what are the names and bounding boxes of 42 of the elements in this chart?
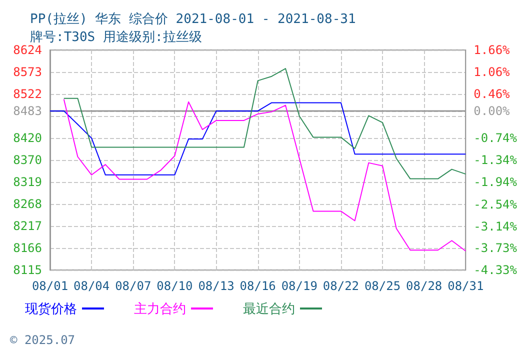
- y2-tick-label: -4.33%: [474, 263, 518, 277]
- chart-subtitle: 牌号:T30S 用途级别:拉丝级: [30, 30, 202, 45]
- y-tick-label: 8268: [13, 196, 42, 211]
- y-tick-label: 8420: [13, 131, 42, 146]
- x-tick-label: 08/04: [74, 279, 110, 293]
- legend-label: 现货价格: [25, 301, 77, 316]
- y2-tick-label: -1.94%: [474, 175, 518, 190]
- y2-tick-label: -0.74%: [474, 131, 518, 146]
- y2-tick-label: -3.73%: [474, 240, 518, 255]
- y-tick-label: 8217: [13, 218, 42, 233]
- y2-tick-label: -1.34%: [474, 153, 518, 168]
- line-series: [63, 98, 466, 252]
- chart-title: PP(拉丝) 华东 综合价 2021-08-01 - 2021-08-31: [30, 12, 356, 27]
- x-tick-label: 08/10: [156, 279, 193, 293]
- x-tick-label: 08/01: [32, 279, 68, 293]
- x-tick-label: 08/07: [115, 279, 152, 293]
- y2-tick-label: 1.66%: [474, 43, 511, 57]
- x-tick-label: 08/25: [364, 279, 401, 293]
- y2-tick-label: 0.00%: [474, 104, 511, 118]
- y-tick-label: 8319: [13, 174, 42, 189]
- y-tick-label: 8483: [13, 104, 42, 118]
- y2-tick-label: 0.46%: [474, 87, 511, 102]
- y-tick-label: 8573: [13, 65, 42, 80]
- y-tick-label: 8166: [13, 240, 42, 255]
- y-tick-label: 8370: [13, 152, 42, 167]
- y2-tick-label: -2.54%: [474, 197, 518, 212]
- line-series: [63, 68, 466, 180]
- x-tick-label: 08/31: [448, 279, 484, 293]
- y-tick-label: 8522: [13, 87, 42, 102]
- x-tick-label: 08/28: [406, 279, 442, 293]
- legend-label: 主力合约: [134, 301, 186, 316]
- text: © 2025.07: [10, 333, 76, 347]
- y-tick-label: 8624: [13, 43, 42, 57]
- x-tick-label: 08/22: [322, 279, 360, 293]
- y2-tick-label: -3.14%: [474, 219, 518, 234]
- x-tick-label: 08/19: [281, 279, 318, 293]
- legend-label: 最近合约: [243, 301, 295, 316]
- x-tick-label: 08/16: [240, 279, 276, 293]
- y-tick-label: 8115: [13, 263, 42, 277]
- line-series: [50, 102, 466, 176]
- y2-tick-label: 1.06%: [474, 65, 511, 80]
- x-tick-label: 08/13: [198, 279, 234, 293]
